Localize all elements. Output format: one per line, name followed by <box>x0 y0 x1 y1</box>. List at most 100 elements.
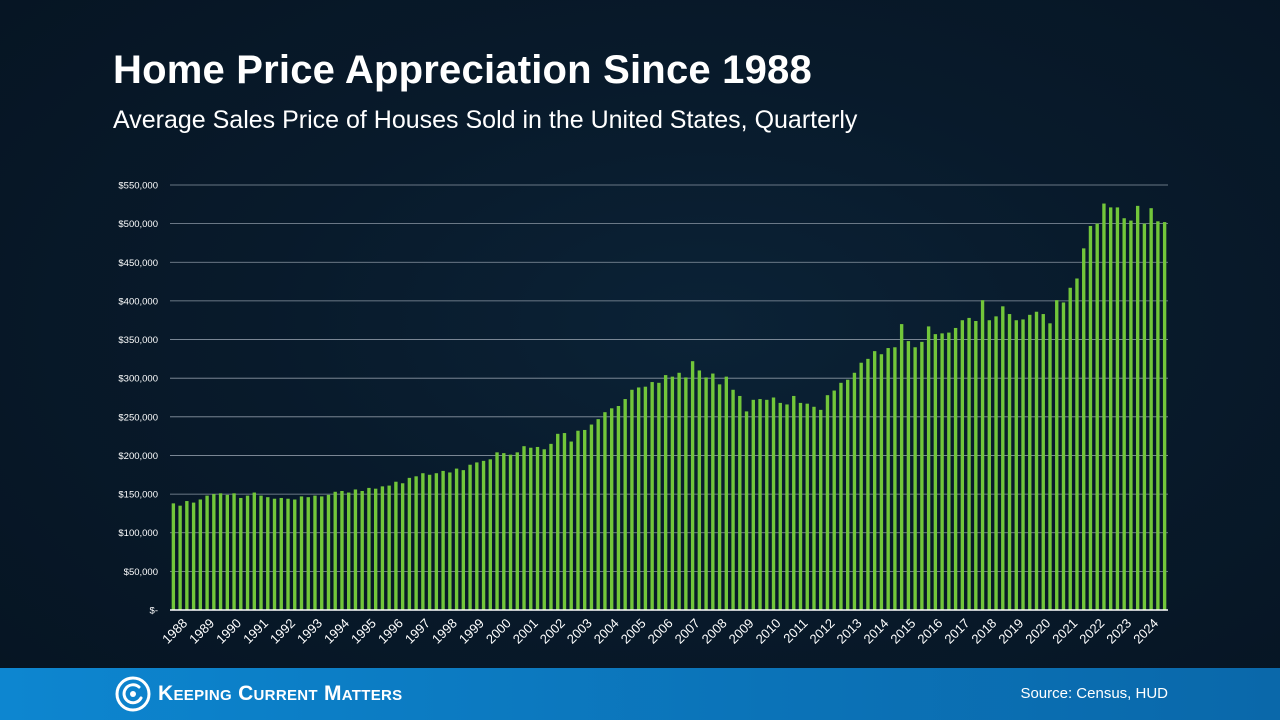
price-bar <box>953 327 958 610</box>
x-tick-label: 2020 <box>1022 616 1053 647</box>
price-bar <box>488 459 492 610</box>
price-bar <box>731 389 735 610</box>
price-bar <box>245 495 250 610</box>
price-bar <box>427 474 432 610</box>
price-bar <box>421 473 425 610</box>
price-bar <box>448 472 452 610</box>
x-tick-label: 1998 <box>429 616 460 647</box>
x-tick-label: 2024 <box>1130 616 1161 647</box>
price-bar <box>347 492 351 610</box>
x-tick-label: 2000 <box>483 616 514 647</box>
price-bar <box>839 382 843 610</box>
price-bar <box>859 362 863 610</box>
y-tick-label: $50,000 <box>124 567 158 578</box>
price-bar <box>926 326 931 610</box>
price-bar <box>636 387 641 610</box>
price-bar <box>407 477 412 610</box>
price-bar <box>178 505 182 610</box>
price-bar <box>589 424 594 610</box>
price-bar <box>805 403 809 610</box>
price-bar <box>239 497 243 610</box>
price-bar <box>697 370 702 610</box>
x-tick-label: 2004 <box>591 616 622 647</box>
price-bar <box>562 433 567 610</box>
price-bar <box>556 433 560 610</box>
x-tick-label: 2017 <box>941 616 972 647</box>
x-tick-label: 1995 <box>348 616 379 647</box>
price-bar <box>1115 207 1120 610</box>
y-tick-label: $- <box>150 606 158 617</box>
price-bar <box>987 320 991 610</box>
x-tick-label: 2005 <box>618 616 649 647</box>
price-bar <box>1162 222 1167 610</box>
x-tick-label: 1992 <box>267 616 298 647</box>
price-bar <box>751 399 755 610</box>
price-bar <box>1068 287 1072 610</box>
price-bar <box>293 499 297 610</box>
price-bar <box>690 361 695 610</box>
price-bar <box>1122 218 1126 610</box>
price-bar <box>306 497 310 610</box>
price-bar <box>373 488 378 610</box>
price-bar <box>367 487 371 610</box>
price-bar <box>529 447 533 610</box>
price-bar <box>879 354 884 610</box>
x-tick-label: 2016 <box>914 616 945 647</box>
price-bar <box>400 483 405 610</box>
price-bar <box>913 347 917 610</box>
price-bar <box>340 491 344 610</box>
price-bar <box>1156 221 1160 610</box>
price-bar <box>609 408 614 610</box>
price-bar <box>1142 223 1147 611</box>
y-tick-label: $350,000 <box>118 335 158 346</box>
y-tick-label: $150,000 <box>118 490 158 501</box>
price-bar <box>326 494 331 610</box>
price-bar <box>967 317 971 610</box>
price-bar <box>670 376 675 610</box>
x-tick-label: 2014 <box>860 616 891 647</box>
price-bar <box>630 389 634 610</box>
x-tick-label: 2009 <box>726 616 757 647</box>
price-bar <box>468 464 472 610</box>
x-tick-label: 1999 <box>456 616 487 647</box>
x-tick-label: 2008 <box>699 616 730 647</box>
x-tick-label: 1997 <box>402 616 433 647</box>
price-bar <box>778 402 782 610</box>
price-bar <box>299 496 304 610</box>
x-tick-label: 1990 <box>213 616 244 647</box>
price-bar <box>454 468 459 610</box>
price-bar <box>320 496 324 610</box>
y-tick-label: $450,000 <box>118 258 158 269</box>
price-bar <box>792 395 796 610</box>
price-bar <box>1135 205 1140 610</box>
price-bar <box>819 409 823 610</box>
price-bar <box>758 399 762 610</box>
price-bar <box>583 429 587 610</box>
price-bar <box>360 491 364 610</box>
x-tick-label: 2002 <box>537 616 568 647</box>
price-bar <box>1061 302 1066 610</box>
price-bar <box>663 375 668 610</box>
price-bar <box>522 446 526 610</box>
gridlines <box>170 184 1168 572</box>
y-axis-labels: $- $50,000 $100,000 $150,000 $200,000 $250,00… <box>118 181 158 617</box>
price-bar <box>286 498 290 610</box>
price-bar <box>893 347 897 610</box>
price-bar <box>1041 314 1045 610</box>
x-tick-label: 2021 <box>1049 616 1080 647</box>
price-bar <box>272 498 277 610</box>
price-bar <box>495 452 499 610</box>
price-bar <box>1021 319 1025 610</box>
price-bar <box>205 495 209 610</box>
price-bar <box>414 476 418 610</box>
y-tick-label: $200,000 <box>118 451 158 462</box>
price-bar <box>515 452 519 610</box>
price-bar <box>191 502 196 610</box>
x-tick-label: 1991 <box>240 616 271 647</box>
x-tick-label: 2019 <box>995 616 1026 647</box>
price-bar <box>933 334 938 610</box>
price-bar <box>980 300 985 610</box>
price-bar <box>771 397 776 610</box>
price-bar <box>434 473 439 610</box>
price-bar <box>623 399 627 610</box>
